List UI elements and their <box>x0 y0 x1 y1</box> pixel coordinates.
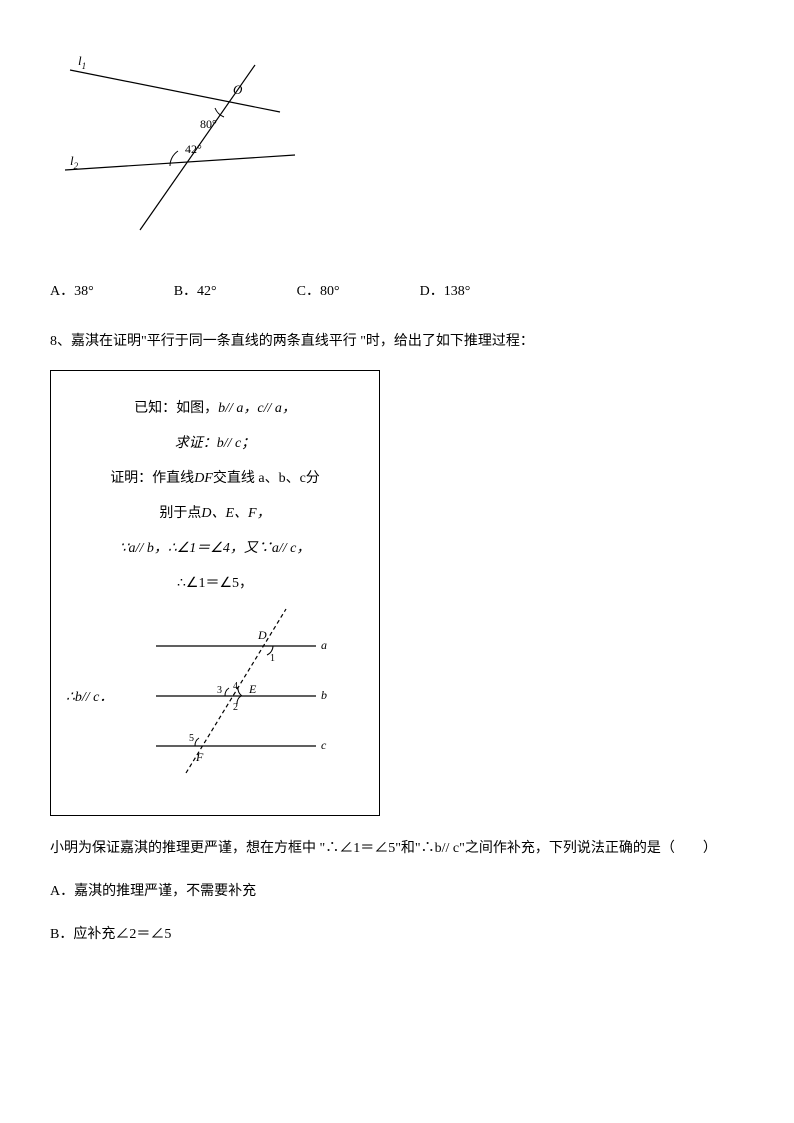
f-label: F <box>195 750 204 764</box>
figure-q8: D 1 a E 4 3 2 b F 5 c <box>126 601 336 795</box>
q7-option-b[interactable]: B．42° <box>174 279 217 304</box>
angle-80: 80° <box>200 117 217 131</box>
angle-3: 3 <box>217 685 222 696</box>
q8-post-text: 小明为保证嘉淇的推理更严谨，想在方框中 "∴∠1＝∠5"和"∴b// c"之间作… <box>50 836 744 861</box>
d-label: D <box>257 628 267 642</box>
q7-option-c[interactable]: C．80° <box>297 279 340 304</box>
proof-line6: ∴∠1＝∠5， <box>66 566 364 601</box>
angle-4: 4 <box>233 681 238 692</box>
b-label: b <box>321 688 327 702</box>
proof-conclusion: ∴b// c． <box>66 680 126 715</box>
angle-1: 1 <box>270 653 275 664</box>
angle-2: 2 <box>233 702 238 713</box>
l2-label: l2 <box>70 153 79 171</box>
angle-5: 5 <box>189 733 194 744</box>
e-label: E <box>248 682 257 696</box>
q8-option-b[interactable]: B．应补充∠2＝∠5 <box>50 922 744 947</box>
proof-conclusion-row: ∴b// c． D 1 a <box>66 601 364 795</box>
l1-label: l1 <box>78 53 86 71</box>
proof-box: 已知：如图，b// a，c// a， 求证：b// c； 证明：作直线DF交直线… <box>50 370 380 816</box>
proof-line3: 证明：作直线DF交直线 a、b、c分 <box>66 461 364 496</box>
q7-option-d[interactable]: D．138° <box>420 279 471 304</box>
proof-line1: 已知：如图，b// a，c// a， <box>66 391 364 426</box>
figure-q7: l1 l2 O 80° 42° <box>50 50 744 249</box>
proof-line4: 别于点D、E、F， <box>66 496 364 531</box>
q8-option-a[interactable]: A．嘉淇的推理严谨，不需要补充 <box>50 879 744 904</box>
proof-line2: 求证：b// c； <box>66 426 364 461</box>
q8-prompt: 8、嘉淇在证明"平行于同一条直线的两条直线平行 "时，给出了如下推理过程： <box>50 329 744 354</box>
proof-line5: ∵a// b，∴∠1＝∠4，又∵a// c， <box>66 531 364 566</box>
angle-42: 42° <box>185 142 202 156</box>
a-label: a <box>321 638 327 652</box>
q7-options: A．38° B．42° C．80° D．138° <box>50 279 744 304</box>
figure-q7-svg: l1 l2 O 80° 42° <box>50 50 310 240</box>
q7-option-a[interactable]: A．38° <box>50 279 94 304</box>
c-label: c <box>321 738 327 752</box>
O-label: O <box>233 82 243 97</box>
